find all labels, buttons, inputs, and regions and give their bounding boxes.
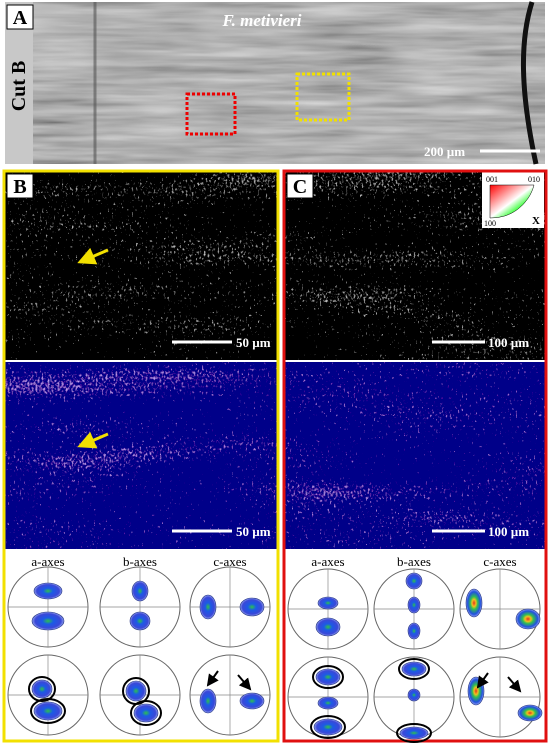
label-box [6, 173, 34, 199]
axis-label: c-axes [483, 554, 516, 569]
arrow [77, 431, 109, 449]
pole-arrow [206, 670, 219, 687]
red-box [185, 92, 237, 136]
pole-density [129, 611, 151, 631]
micrograph [5, 171, 277, 360]
pole-density [317, 596, 339, 610]
species: F. metivieri [221, 11, 301, 30]
pole-density [199, 688, 217, 714]
pole-density [315, 668, 341, 686]
pole-density [315, 617, 341, 637]
scale-label: 50 µm [236, 335, 271, 350]
label-box [6, 4, 34, 30]
pole-figure [99, 566, 181, 648]
ebsd-map [5, 362, 277, 549]
pole-density [31, 679, 53, 699]
yellow-box [295, 72, 351, 122]
pole-density [199, 594, 217, 620]
pole-figure [7, 566, 89, 648]
edge [520, 1, 539, 165]
key-triangle [489, 184, 535, 219]
axis-label: b-axes [123, 554, 157, 569]
pole-density [517, 704, 543, 722]
pole-density [239, 692, 265, 710]
pole-figure [459, 568, 541, 650]
pole-density [407, 688, 421, 702]
pole-density [405, 572, 423, 590]
panel-a: Cut B A F. metivieri 200 µm [5, 1, 545, 165]
axis-label: a-axes [311, 554, 344, 569]
scale-label: 200 µm [424, 144, 465, 159]
pole-density [133, 703, 159, 723]
pole-density [33, 701, 63, 721]
pole-outline [312, 665, 344, 689]
pole-outline [30, 698, 66, 724]
axis-label: c-axes [213, 554, 246, 569]
panel-c: 100 µm 100 µm 001 010 100 X C [282, 169, 548, 743]
pole-figure [7, 654, 89, 736]
pole-density [407, 622, 421, 640]
pole-figure [189, 566, 271, 648]
ebsd-map [285, 362, 545, 549]
pole-outline [28, 676, 56, 702]
tint [30, 2, 545, 164]
pole-density [407, 596, 421, 614]
pole-outline [396, 723, 432, 743]
cut-label: Cut B [8, 61, 30, 112]
pole-arrow [476, 672, 489, 689]
scale-label: 50 µm [236, 524, 271, 539]
pole-figure [373, 656, 455, 743]
pole-figure [287, 656, 369, 739]
panel-label: B [13, 176, 26, 198]
key-axis: X [532, 215, 540, 227]
pole-density [515, 608, 541, 630]
pole-figure [99, 654, 181, 736]
key-label: 010 [528, 175, 540, 184]
pole-density [125, 680, 147, 702]
scale-label: 100 µm [488, 335, 529, 350]
panel-label: C [293, 176, 307, 198]
key-label: 001 [486, 175, 498, 184]
pole-density [401, 661, 427, 677]
pole-figure [459, 656, 543, 738]
key-label: 100 [484, 219, 496, 228]
pole-density [317, 696, 339, 710]
panel-label: A [13, 7, 28, 29]
pole-outline [310, 715, 346, 739]
arrow [77, 247, 109, 265]
pole-arrow [237, 674, 252, 691]
pole-density [313, 718, 343, 736]
pole-density [399, 726, 429, 740]
frame [2, 169, 280, 743]
pole-density [33, 582, 63, 600]
ipf-key: 001 010 100 X [482, 172, 544, 228]
axis-label: b-axes [397, 554, 431, 569]
pole-figure [189, 654, 271, 736]
scale-label: 100 µm [488, 524, 529, 539]
pole-figure [287, 568, 369, 650]
pole-density [465, 588, 483, 618]
pole-density [31, 611, 65, 631]
pole-outline [398, 658, 430, 680]
label-box [286, 173, 314, 199]
pole-outline [130, 700, 162, 726]
pole-density [239, 597, 265, 617]
pole-arrow [507, 676, 522, 693]
pole-figure [373, 568, 455, 650]
pole-density [131, 580, 149, 602]
axis-label: a-axes [31, 554, 64, 569]
